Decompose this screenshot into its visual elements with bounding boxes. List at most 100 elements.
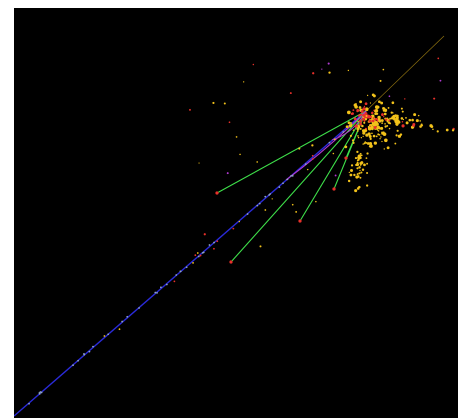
energy-deposit: [372, 134, 376, 138]
energy-deposit: [376, 123, 379, 126]
event-display-canvas: [14, 8, 458, 418]
energy-deposit: [359, 127, 362, 130]
beam-hit: [328, 141, 331, 144]
energy-deposit: [366, 152, 369, 155]
energy-deposit: [360, 110, 364, 113]
beam-hit: [286, 178, 289, 181]
energy-deposit: [386, 124, 389, 127]
energy-deposit: [349, 173, 353, 177]
stray-hit: [212, 101, 215, 105]
energy-deposit: [350, 123, 353, 126]
stray-hit: [321, 68, 323, 70]
energy-deposit: [357, 136, 360, 139]
energy-deposit: [359, 100, 363, 104]
energy-deposit: [394, 114, 397, 117]
energy-deposit: [354, 156, 358, 160]
energy-deposit: [382, 109, 385, 112]
energy-deposit: [390, 111, 393, 114]
stray-hit: [315, 200, 317, 203]
beam-hit: [208, 244, 211, 246]
stray-hit: [252, 63, 255, 66]
energy-deposit: [383, 116, 385, 118]
energy-deposit: [395, 134, 398, 137]
energy-deposit: [436, 130, 439, 133]
stray-hit: [264, 209, 267, 211]
beam-hit: [197, 255, 200, 258]
energy-deposit: [419, 125, 422, 128]
energy-deposit: [373, 126, 377, 129]
energy-deposit: [379, 138, 381, 140]
energy-deposit: [365, 184, 369, 187]
energy-deposit: [355, 175, 359, 179]
energy-deposit: [352, 141, 355, 144]
stray-hit: [243, 81, 245, 83]
energy-deposit: [347, 121, 351, 125]
energy-deposit: [351, 139, 355, 142]
stray-hit: [173, 280, 176, 283]
energy-deposit: [359, 169, 361, 172]
beam-hit: [278, 186, 281, 189]
beam-hit: [213, 241, 215, 244]
energy-deposit: [369, 125, 371, 128]
energy-deposit: [378, 119, 382, 122]
energy-deposit: [381, 113, 384, 116]
energy-deposit: [359, 120, 363, 123]
energy-deposit: [396, 124, 398, 126]
energy-deposit: [363, 105, 366, 108]
energy-deposit: [356, 167, 359, 170]
energy-deposit: [350, 164, 354, 167]
energy-deposit: [350, 168, 354, 172]
energy-deposit: [367, 132, 371, 136]
energy-deposit: [378, 127, 382, 130]
track-endpoint: [229, 260, 233, 264]
stray-hit: [192, 262, 194, 264]
energy-deposit: [363, 115, 365, 118]
energy-deposit: [348, 171, 350, 174]
charged-track: [230, 110, 367, 263]
stray-hit: [228, 121, 231, 124]
track-endpoint: [298, 219, 302, 223]
energy-deposit: [359, 176, 362, 179]
beam-hit: [256, 204, 259, 207]
track-endpoint: [215, 191, 219, 195]
beam-hit: [121, 320, 124, 323]
energy-deposit: [405, 121, 409, 125]
beam-hit: [92, 345, 94, 348]
beam-hit: [154, 291, 157, 294]
stray-hit: [103, 335, 106, 337]
track-endpoint: [344, 156, 348, 160]
stray-hit: [295, 210, 298, 213]
energy-deposit: [356, 130, 359, 132]
energy-deposit: [396, 129, 399, 132]
energy-deposit: [350, 112, 354, 116]
energy-deposit: [366, 94, 369, 97]
stray-hit: [355, 103, 357, 105]
energy-deposit: [384, 138, 388, 143]
particle-event-display: [14, 8, 458, 418]
energy-deposit: [364, 112, 368, 115]
energy-deposit: [362, 135, 364, 137]
stray-hit: [198, 162, 200, 164]
stray-hit: [199, 254, 202, 257]
energy-deposit: [384, 123, 386, 125]
energy-deposit: [349, 134, 353, 138]
energy-deposit: [353, 173, 356, 177]
energy-deposit: [347, 179, 351, 183]
stray-hit: [388, 95, 391, 98]
energy-deposit: [375, 135, 378, 138]
energy-deposit: [408, 118, 412, 122]
energy-deposit: [445, 128, 449, 132]
energy-deposit: [389, 117, 392, 120]
energy-deposit: [381, 132, 384, 135]
energy-deposit: [400, 107, 403, 110]
energy-deposit: [363, 121, 366, 124]
energy-deposit: [366, 171, 369, 174]
beam-hit: [72, 364, 74, 367]
energy-deposit: [365, 115, 368, 118]
energy-deposit: [413, 113, 417, 117]
energy-deposit: [364, 141, 366, 143]
beam-hit: [126, 315, 129, 318]
stray-hit: [271, 198, 273, 200]
energy-deposit: [415, 119, 419, 123]
